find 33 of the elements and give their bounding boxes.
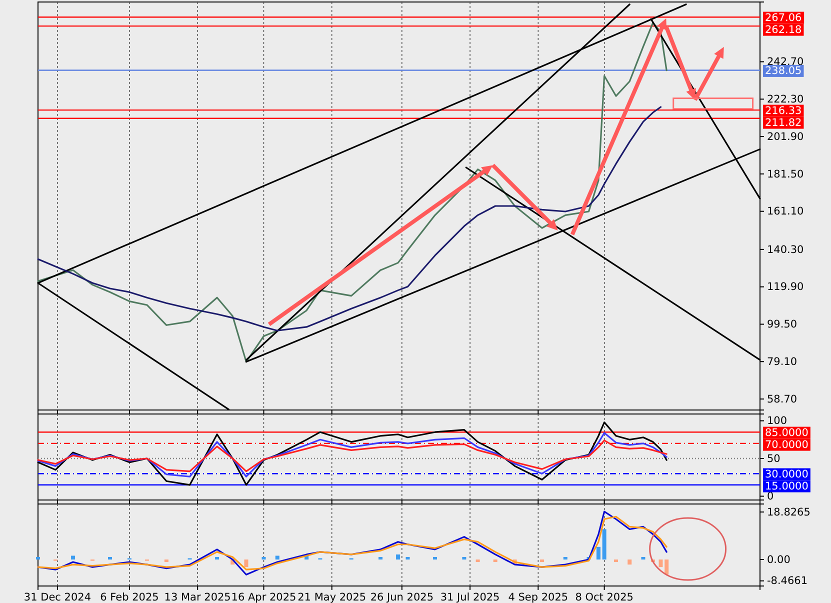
y-tick-label: 50 — [767, 452, 780, 465]
y-tick-label: 18.8265 — [767, 506, 810, 518]
x-tick-label: 26 Jun 2025 — [370, 591, 434, 603]
y-tick-label: -8.4661 — [767, 575, 808, 588]
y-tick-label: 161.10 — [767, 206, 804, 218]
y-tick-label: 201.90 — [767, 130, 804, 143]
y-tick-label: 222.30 — [767, 94, 804, 106]
y-tick-label: 181.50 — [767, 168, 804, 180]
ref-line-label: 70.0000 — [765, 438, 808, 451]
x-tick-label: 21 May 2025 — [298, 591, 366, 603]
x-tick-label: 4 Sep 2025 — [508, 591, 568, 603]
y-tick-label: 0.00 — [767, 554, 790, 566]
y-tick-label: 79.10 — [767, 356, 798, 368]
ref-line-label: 262.18 — [765, 24, 802, 36]
x-tick-label: 6 Feb 2025 — [100, 591, 159, 603]
ref-line-label: 85.0000 — [765, 426, 808, 439]
ref-line-label: 15.0000 — [765, 480, 808, 492]
y-tick-label: 0 — [767, 490, 774, 503]
y-tick-label: 58.70 — [767, 393, 798, 406]
x-tick-label: 13 Mar 2025 — [164, 591, 231, 603]
y-tick-label: 99.50 — [767, 318, 798, 331]
ref-line-label: 30.0000 — [765, 468, 808, 480]
ref-line-label: 216.33 — [765, 104, 802, 117]
x-tick-label: 16 Apr 2025 — [231, 591, 296, 603]
ref-line-label: 211.82 — [765, 116, 802, 129]
ref-line-label: 267.06 — [765, 12, 802, 24]
y-tick-label: 100 — [767, 415, 788, 428]
x-tick-label: 8 Oct 2025 — [575, 591, 634, 603]
ref-line-label: 238.05 — [765, 64, 802, 77]
y-tick-label: 119.90 — [767, 281, 804, 294]
x-tick-label: 31 Jul 2025 — [440, 591, 500, 603]
y-tick-label: 140.30 — [767, 244, 804, 256]
x-tick-label: 31 Dec 2024 — [24, 591, 92, 603]
